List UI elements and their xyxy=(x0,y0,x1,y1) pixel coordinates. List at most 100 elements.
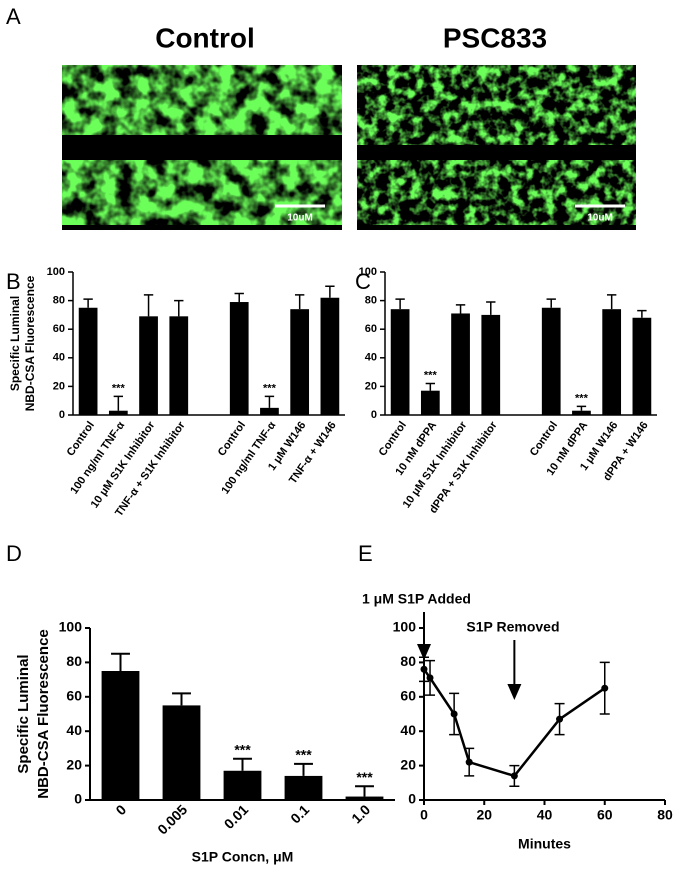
significance: *** xyxy=(424,369,438,381)
x-tick-label: 0.1 xyxy=(287,801,312,826)
significance: *** xyxy=(234,741,251,757)
x-axis-label: S1P Concn, μM xyxy=(192,849,294,865)
data-point xyxy=(465,758,473,766)
panel-letter: A xyxy=(6,4,21,29)
panel-letter: C xyxy=(355,269,371,294)
x-tick-label: 0.005 xyxy=(154,801,190,837)
y-tick-label: 60 xyxy=(400,688,416,704)
error-bar xyxy=(234,292,244,303)
x-tick-label: 60 xyxy=(597,807,613,823)
y-axis-label: Specific Luminal xyxy=(15,654,32,773)
bar xyxy=(345,796,384,800)
y-tick-label: 60 xyxy=(66,688,82,704)
significance: *** xyxy=(112,382,126,394)
bar xyxy=(162,705,201,800)
y-tick-label: 20 xyxy=(365,380,377,392)
x-tick-label: 100 ng/ml TNF-α xyxy=(68,419,127,496)
y-tick-label: 100 xyxy=(47,266,65,278)
y-tick-label: 40 xyxy=(66,722,82,738)
bar xyxy=(541,307,561,415)
arrow-head xyxy=(507,684,522,700)
y-tick-label: 20 xyxy=(66,756,82,772)
bar xyxy=(320,297,340,415)
error-bar xyxy=(172,692,191,706)
bar xyxy=(420,390,440,415)
x-tick-label: 0.01 xyxy=(221,801,252,832)
error-bar xyxy=(111,652,130,671)
x-tick-label: Control xyxy=(216,420,248,459)
error-bar xyxy=(355,785,374,797)
bar xyxy=(602,309,622,415)
y-tick-label: 40 xyxy=(365,352,377,364)
bar xyxy=(223,770,262,800)
bar xyxy=(169,316,189,415)
error-bar xyxy=(637,309,647,318)
annotation: S1P Removed xyxy=(466,619,559,635)
y-tick-label: 80 xyxy=(53,295,65,307)
data-point xyxy=(601,684,609,692)
error-bar xyxy=(576,405,587,411)
x-tick-label: 0 xyxy=(112,801,129,818)
y-tick-label: 20 xyxy=(53,380,65,392)
y-tick-label: 60 xyxy=(365,323,377,335)
y-axis-label: Specific Luminal xyxy=(8,296,22,391)
significance: *** xyxy=(356,769,373,785)
bar xyxy=(451,313,470,415)
scale-bar-label: 10uM xyxy=(287,213,313,224)
y-axis-label: NBD-CSA Fluorescence xyxy=(35,629,52,798)
y-axis-label: NBD-CSA Fluorescence xyxy=(23,275,37,411)
y-tick-label: 20 xyxy=(400,756,416,772)
x-tick-label: 100 ng/ml TNF-α xyxy=(219,419,278,496)
bar xyxy=(229,302,249,415)
image-title: Control xyxy=(155,22,255,53)
x-tick-label: Control xyxy=(528,420,560,459)
error-bar xyxy=(294,762,313,776)
significance: *** xyxy=(263,382,277,394)
data-point xyxy=(450,710,458,718)
error-bar xyxy=(606,294,617,310)
error-bar xyxy=(113,395,124,411)
data-point xyxy=(510,772,518,780)
y-tick-label: 0 xyxy=(371,409,377,421)
y-tick-label: 40 xyxy=(53,352,65,364)
error-bar xyxy=(546,298,556,308)
data-point xyxy=(556,715,564,723)
error-bar xyxy=(425,382,436,391)
y-tick-label: 100 xyxy=(59,619,83,635)
scale-bar-label: 10uM xyxy=(587,213,613,224)
bar xyxy=(284,775,323,800)
panel-letter: D xyxy=(6,541,22,566)
bar xyxy=(260,407,279,415)
bar xyxy=(139,316,158,415)
panel-letter: E xyxy=(358,541,373,566)
x-tick-label: 1.0 xyxy=(348,801,373,826)
data-point xyxy=(420,665,428,673)
error-bar xyxy=(143,294,154,317)
y-tick-label: 100 xyxy=(359,266,377,278)
micrograph: 10uM xyxy=(62,65,342,230)
x-axis-label: Minutes xyxy=(518,836,571,852)
bar xyxy=(390,309,410,415)
significance: *** xyxy=(575,392,589,404)
significance: *** xyxy=(295,747,312,763)
y-tick-label: 60 xyxy=(53,323,65,335)
bar xyxy=(290,309,310,415)
micrograph: 10uM xyxy=(357,65,636,230)
bar xyxy=(481,314,501,415)
error-bar xyxy=(486,301,496,315)
image-title: PSC833 xyxy=(443,22,547,53)
error-bar xyxy=(294,294,305,310)
y-tick-label: 40 xyxy=(400,722,416,738)
bar xyxy=(632,317,652,415)
y-tick-label: 100 xyxy=(393,619,417,635)
y-tick-label: 80 xyxy=(66,653,82,669)
y-tick-label: 0 xyxy=(408,791,416,807)
y-tick-label: 0 xyxy=(74,791,82,807)
arrow-head xyxy=(417,644,431,660)
x-tick-label: Control xyxy=(65,420,97,459)
y-tick-label: 80 xyxy=(365,295,377,307)
annotation: 1 μM S1P Added xyxy=(362,591,471,607)
error-bar xyxy=(264,395,275,408)
error-bar xyxy=(455,304,466,314)
